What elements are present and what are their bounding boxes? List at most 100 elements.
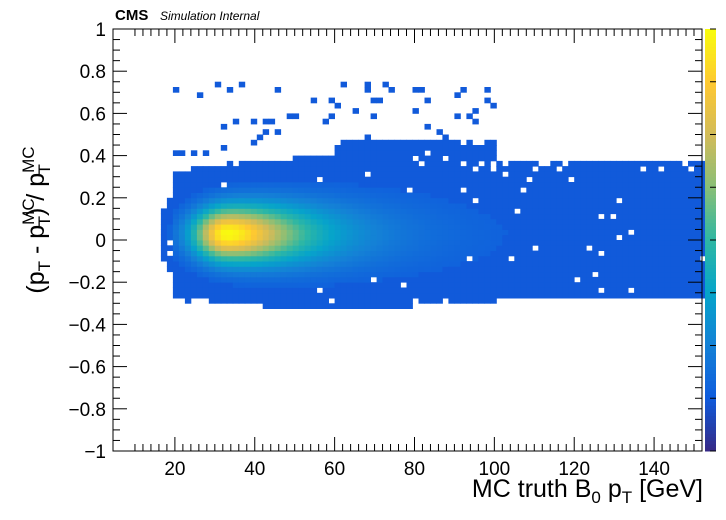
histogram-bin <box>436 208 443 215</box>
histogram-bin <box>526 171 533 178</box>
histogram-bin <box>268 240 276 246</box>
histogram-bin <box>382 171 389 178</box>
histogram-bin <box>646 287 653 294</box>
histogram-bin <box>190 282 198 288</box>
histogram-bin <box>196 213 204 220</box>
histogram-bin <box>304 197 312 204</box>
histogram-bin <box>514 266 521 273</box>
histogram-bin <box>178 292 186 299</box>
histogram-bin <box>382 182 389 188</box>
histogram-bin <box>442 282 449 288</box>
histogram-bin <box>214 292 222 299</box>
histogram-bin <box>220 224 228 230</box>
histogram-bin <box>226 224 234 230</box>
histogram-bin <box>382 145 389 151</box>
histogram-bin <box>478 213 485 220</box>
histogram-bin <box>394 166 401 172</box>
histogram-bin <box>472 266 479 273</box>
histogram-bin <box>604 240 611 246</box>
histogram-bin <box>688 234 695 241</box>
histogram-bin <box>532 266 539 273</box>
histogram-bin <box>460 282 467 288</box>
histogram-bin <box>538 224 545 230</box>
histogram-bin <box>622 160 629 167</box>
histogram-bin <box>346 160 353 167</box>
histogram-bin <box>202 282 210 288</box>
histogram-bin <box>214 229 222 236</box>
histogram-bin <box>586 240 593 246</box>
histogram-bin <box>166 197 174 204</box>
histogram-bin <box>574 234 581 241</box>
histogram-bin <box>268 197 276 204</box>
color-scale-step <box>705 352 716 357</box>
histogram-bin <box>622 276 629 283</box>
histogram-bin <box>664 276 671 283</box>
histogram-bin <box>376 187 383 193</box>
histogram-bin <box>580 250 587 257</box>
histogram-bin <box>604 166 611 172</box>
histogram-bin <box>184 213 192 220</box>
histogram-bin <box>364 261 371 267</box>
histogram-bin <box>574 240 581 246</box>
histogram-bin <box>376 218 383 225</box>
histogram-bin <box>274 192 282 199</box>
histogram-bin <box>670 266 677 273</box>
histogram-bin <box>406 192 413 199</box>
histogram-bin <box>406 176 413 183</box>
histogram-bin <box>682 292 689 299</box>
histogram-bin <box>292 182 300 188</box>
histogram-bin <box>574 171 581 178</box>
histogram-bin <box>670 213 677 220</box>
histogram-bin <box>304 171 312 178</box>
histogram-bin <box>454 229 461 236</box>
histogram-bin <box>544 171 551 178</box>
histogram-bin <box>220 171 228 178</box>
histogram-bin <box>442 245 449 251</box>
histogram-bin <box>448 197 455 204</box>
histogram-bin <box>322 155 329 162</box>
histogram-bin <box>304 292 312 299</box>
histogram-bin <box>220 229 228 236</box>
histogram-bin <box>586 208 593 215</box>
histogram-bin <box>472 276 479 283</box>
histogram-bin <box>694 250 701 257</box>
histogram-bin <box>256 134 264 141</box>
histogram-bin <box>460 192 467 199</box>
histogram-bin <box>412 229 419 236</box>
histogram-bin <box>310 282 318 288</box>
histogram-bin <box>442 218 449 225</box>
histogram-bin <box>310 160 318 167</box>
color-scale-step <box>705 29 716 34</box>
histogram-bin <box>472 182 479 188</box>
histogram-bin <box>508 218 515 225</box>
histogram-bin <box>466 166 473 172</box>
histogram-bin <box>322 271 329 278</box>
histogram-bin <box>202 176 210 183</box>
color-scale-step <box>705 145 716 150</box>
x-tick-label: 80 <box>404 459 425 480</box>
histogram-bin <box>694 292 701 299</box>
histogram-bin <box>352 303 359 309</box>
histogram-bin <box>286 197 294 204</box>
histogram-bin <box>562 292 569 299</box>
histogram-bin <box>364 208 371 215</box>
histogram-bin <box>502 287 509 294</box>
histogram-bin <box>490 234 497 241</box>
histogram-bin <box>352 287 359 294</box>
histogram-bin <box>370 287 377 294</box>
histogram-bin <box>646 203 653 209</box>
histogram-bin <box>286 234 294 241</box>
histogram-bin <box>634 224 641 230</box>
histogram-bin <box>292 292 300 299</box>
histogram-bin <box>274 255 282 262</box>
histogram-bin <box>376 166 383 172</box>
histogram-bin <box>352 150 359 156</box>
histogram-bin <box>328 303 335 309</box>
histogram-bin <box>238 250 246 257</box>
histogram-bin <box>460 208 467 215</box>
histogram-bin <box>310 292 318 299</box>
histogram-bin <box>322 160 329 167</box>
histogram-bin <box>448 250 455 257</box>
histogram-bin <box>478 182 485 188</box>
histogram-bin <box>376 213 383 220</box>
